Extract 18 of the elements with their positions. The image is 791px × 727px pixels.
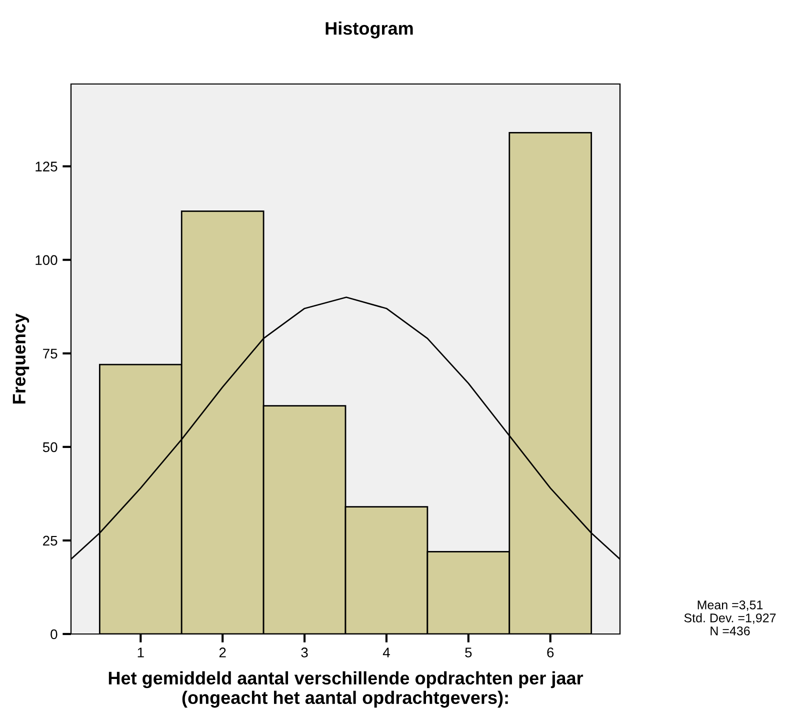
x-tick-label: 2 bbox=[219, 648, 226, 658]
x-tick-label: 5 bbox=[465, 648, 472, 658]
y-tick-label: 125 bbox=[36, 162, 58, 172]
x-tick-label: 3 bbox=[301, 648, 308, 658]
x-tick-label: 1 bbox=[138, 648, 144, 658]
x-tick-label: 4 bbox=[382, 648, 390, 658]
text: Std. Dev. =1,927 bbox=[684, 613, 776, 624]
chart-title: Histogram bbox=[326, 22, 413, 38]
y-tick-label: 25 bbox=[43, 536, 58, 546]
text: N =436 bbox=[710, 626, 750, 636]
x-axis-title: Het gemiddeld aantal verschillende opdrachten per jaar (ongeacht het aantal opdrachtgevers): bbox=[108, 671, 584, 708]
x-tick-label: 6 bbox=[547, 648, 554, 658]
y-tick-label: 0 bbox=[50, 629, 58, 640]
y-axis-title: Frequency bbox=[12, 313, 30, 404]
y-tick-label: 75 bbox=[43, 348, 58, 359]
y-tick-label: 50 bbox=[42, 442, 58, 452]
y-tick-label: 100 bbox=[36, 255, 58, 266]
text: Mean =3,51 bbox=[698, 600, 763, 611]
